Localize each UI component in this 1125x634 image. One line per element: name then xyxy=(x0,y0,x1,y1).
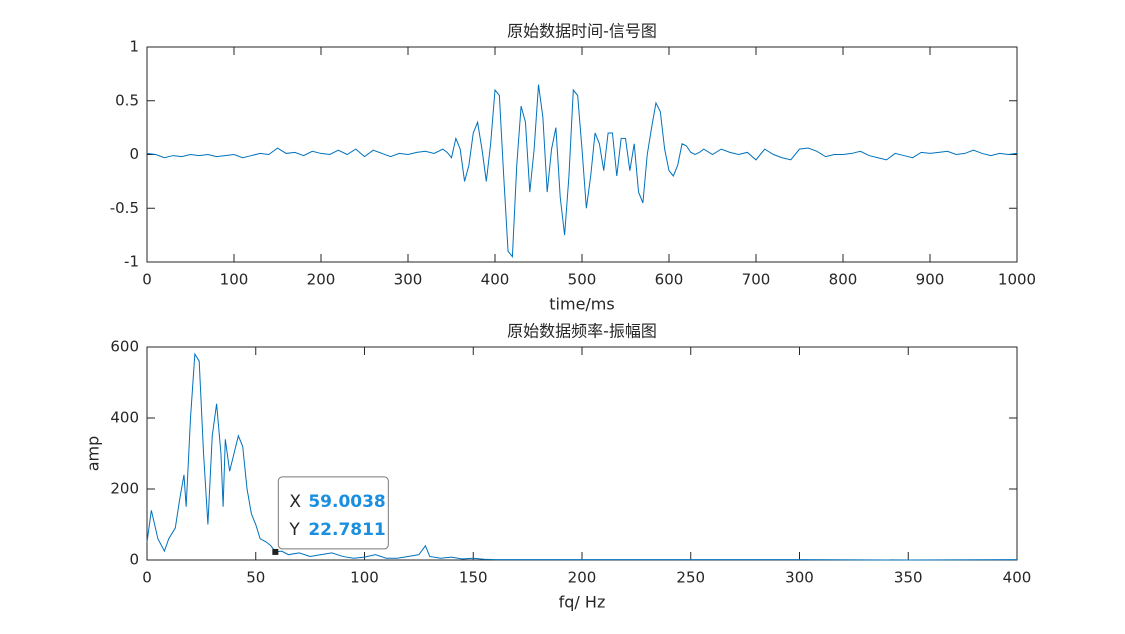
x-tick-label: 0 xyxy=(142,271,152,289)
datatip-box xyxy=(277,476,389,550)
data-line xyxy=(146,84,1018,258)
x-tick-label: 1000 xyxy=(998,271,1036,289)
x-tick-label: 200 xyxy=(568,569,597,587)
x-tick-label: 100 xyxy=(220,271,249,289)
x-tick-label: 400 xyxy=(481,271,510,289)
chart-title: 原始数据时间-信号图 xyxy=(507,22,657,41)
x-tick-label: 50 xyxy=(246,569,265,587)
datatip-marker xyxy=(272,548,279,555)
x-tick-label: 0 xyxy=(142,569,152,587)
y-axis-label: amp xyxy=(84,436,103,472)
x-tick-label: 500 xyxy=(568,271,597,289)
y-tick-label: -0.5 xyxy=(110,199,139,217)
y-tick-label: 400 xyxy=(110,409,139,427)
y-tick-label: 0 xyxy=(129,551,139,569)
datatip-x-key: X xyxy=(289,492,301,512)
x-tick-label: 800 xyxy=(829,271,858,289)
x-tick-label: 200 xyxy=(307,271,336,289)
x-axis-label: fq/ Hz xyxy=(559,593,606,612)
x-tick-label: 300 xyxy=(394,271,423,289)
datatip-x-value: 59.0038 xyxy=(308,492,385,512)
x-axis-label: time/ms xyxy=(549,295,614,314)
x-tick-label: 700 xyxy=(742,271,771,289)
y-tick-label: 1 xyxy=(129,38,139,56)
y-tick-label: 600 xyxy=(110,338,139,356)
x-tick-label: 600 xyxy=(655,271,684,289)
datatip-y-value: 22.7811 xyxy=(308,520,385,540)
y-tick-label: 200 xyxy=(110,480,139,498)
chart-title: 原始数据频率-振幅图 xyxy=(507,322,657,341)
x-tick-label: 150 xyxy=(459,569,488,587)
x-tick-label: 350 xyxy=(894,569,923,587)
x-tick-label: 400 xyxy=(1003,569,1032,587)
x-tick-label: 250 xyxy=(676,569,705,587)
x-tick-label: 300 xyxy=(785,569,814,587)
datatip-y-key: Y xyxy=(288,520,300,540)
y-tick-label: 0.5 xyxy=(115,91,139,109)
x-tick-label: 100 xyxy=(350,569,379,587)
x-tick-label: 900 xyxy=(916,271,945,289)
y-tick-label: 0 xyxy=(129,145,139,163)
data-line xyxy=(146,352,1018,561)
y-tick-label: -1 xyxy=(124,253,139,271)
plot-area xyxy=(146,346,1018,561)
